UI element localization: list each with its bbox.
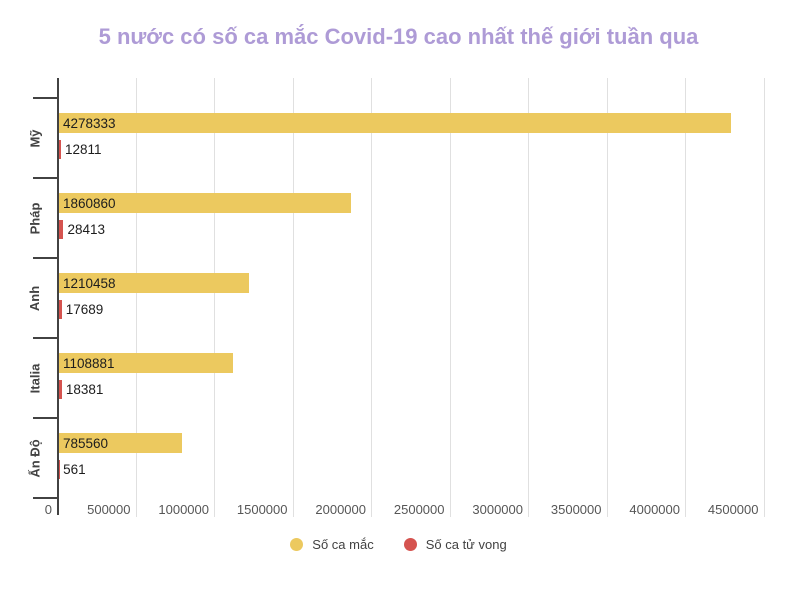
legend-dot-icon <box>290 538 304 551</box>
cases-value-label: 4278333 <box>63 115 116 131</box>
x-tick-label: 3000000 <box>472 502 523 517</box>
cases-value-label: 1860860 <box>63 195 116 211</box>
category-label-box: Mỹ <box>16 98 54 178</box>
legend-item: Số ca tử vong <box>403 537 507 552</box>
legend: Số ca mắc Số ca tử vong <box>0 537 797 552</box>
cases-bar <box>59 353 234 373</box>
category-label-box: Pháp <box>16 178 54 258</box>
grid-line <box>449 78 451 517</box>
deaths-bar <box>59 380 62 399</box>
axis-tick <box>33 417 57 419</box>
deaths-bar <box>59 300 62 319</box>
category-label: Mỹ <box>27 128 43 148</box>
deaths-value-label: 561 <box>63 462 86 477</box>
category-label-box: Anh <box>16 258 54 338</box>
category-label: Anh <box>27 285 43 311</box>
category-label-box: Italia <box>16 338 54 418</box>
x-tick-label: 0 <box>44 502 52 517</box>
category-label: Italia <box>27 363 43 393</box>
grid-line <box>528 78 529 517</box>
category-label-box: Ấn Độ <box>16 418 54 498</box>
deaths-value-label: 17689 <box>65 302 104 317</box>
axis-tick <box>33 337 57 339</box>
grid-line <box>135 78 137 517</box>
deaths-value-label: 12811 <box>65 142 102 157</box>
x-tick-label: 3500000 <box>550 502 602 517</box>
grid-line <box>214 78 215 517</box>
cases-bar <box>59 113 731 133</box>
legend-dot-icon <box>403 538 417 551</box>
x-tick-label: 1000000 <box>158 502 209 517</box>
cases-value-label: 1108881 <box>63 355 115 371</box>
x-tick-label: 4500000 <box>707 502 759 517</box>
category-label: Pháp <box>27 202 43 234</box>
chart-title: 5 nước có số ca mắc Covid-19 cao nhất th… <box>98 24 699 49</box>
x-tick-label: 500000 <box>87 502 131 517</box>
x-tick-label: 4000000 <box>629 502 680 517</box>
x-tick-label: 2000000 <box>315 502 366 517</box>
legend-label: Số ca mắc <box>312 537 374 552</box>
cases-value-label: 1210458 <box>63 275 116 291</box>
grid-line <box>763 78 765 517</box>
deaths-value-label: 18381 <box>65 382 104 397</box>
axis-tick <box>33 257 57 259</box>
grid-line <box>371 78 372 517</box>
category-label: Ấn Độ <box>27 438 43 478</box>
grid-line <box>292 78 294 517</box>
cases-bar <box>59 273 250 293</box>
cases-value-label: 785560 <box>63 435 109 451</box>
x-tick-label: 2500000 <box>393 502 445 517</box>
cases-bar <box>59 433 183 453</box>
cases-bar <box>59 193 352 213</box>
axis-tick <box>33 97 57 99</box>
axis-tick <box>33 497 57 499</box>
grid-line <box>685 78 686 517</box>
axis-tick <box>33 177 57 179</box>
deaths-value-label: 28413 <box>67 222 105 237</box>
legend-item: Số ca mắc <box>290 537 374 552</box>
grid-line <box>606 78 608 517</box>
deaths-bar <box>59 140 61 159</box>
legend-label: Số ca tử vong <box>425 537 507 552</box>
y-axis-line <box>57 78 59 515</box>
deaths-bar <box>59 220 64 239</box>
x-tick-label: 1500000 <box>236 502 288 517</box>
